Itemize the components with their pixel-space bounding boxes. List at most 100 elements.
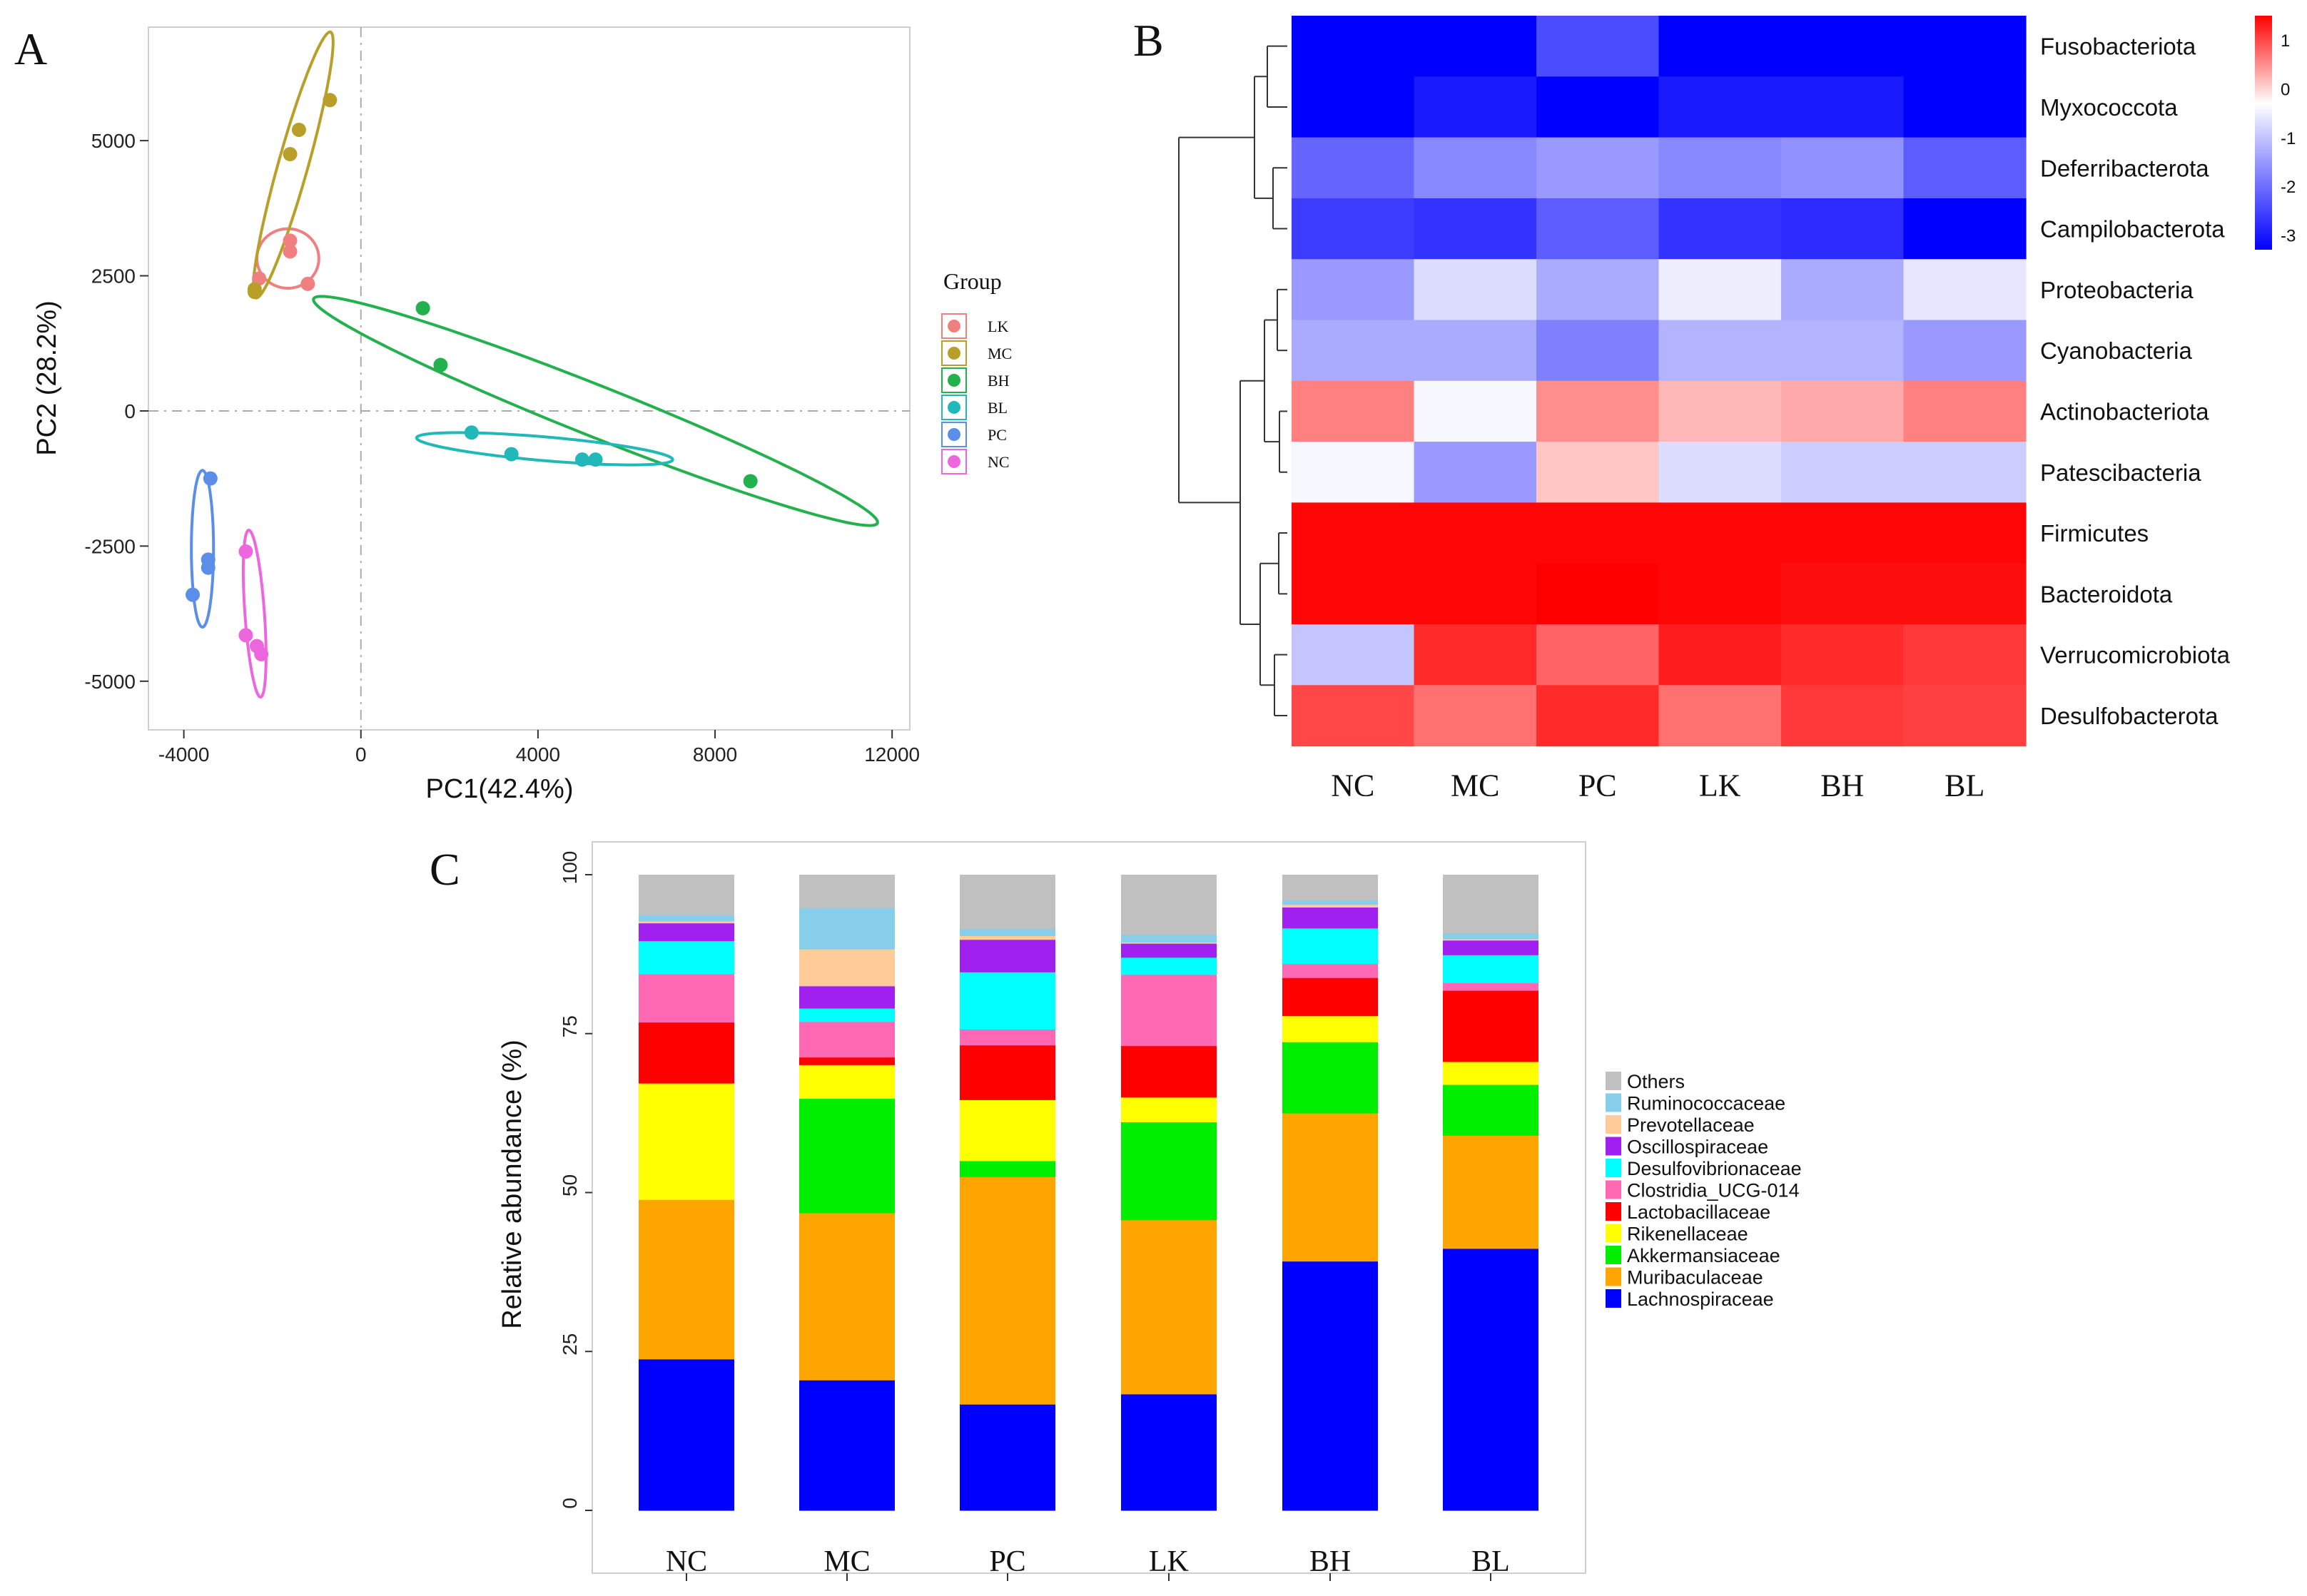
heatmap-colorbar-ticks: 1 0 -1 -2 -3 xyxy=(2281,31,2296,245)
heatmap-cell-deferribacterota-mc xyxy=(1414,137,1537,199)
heatmap-colorbar-tick-label: -2 xyxy=(2281,178,2296,197)
bar-segment-bh-desulfovibrionaceae xyxy=(1282,927,1378,965)
heatmap-cell-proteobacteria-bh xyxy=(1781,259,1905,321)
heatmap-column-label: MC xyxy=(1451,768,1499,803)
heatmap-cell-firmicutes-nc xyxy=(1292,502,1415,564)
heatmap-cell-campilobacterota-nc xyxy=(1292,198,1415,260)
heatmap-cell-proteobacteria-nc xyxy=(1292,259,1415,321)
heatmap-cell-cyanobacteria-pc xyxy=(1536,320,1660,382)
bar-segment-mc-desulfovibrionaceae xyxy=(799,1008,895,1022)
panel-letter-a: A xyxy=(14,24,47,74)
pca-legend-dot-lk xyxy=(948,320,960,332)
heatmap-cell-myxococcota-mc xyxy=(1414,76,1537,138)
bar-segment-lk-desulfovibrionaceae xyxy=(1121,957,1217,975)
bar-y-axis: 0 25 50 75 100 xyxy=(559,851,592,1511)
pca-point-mc-5 xyxy=(247,282,262,297)
heatmap-cell-firmicutes-pc xyxy=(1536,502,1660,564)
bar-segment-mc-lactobacillaceae xyxy=(799,1057,895,1065)
heatmap-cell-cyanobacteria-mc xyxy=(1414,320,1537,382)
pca-ellipse-nc xyxy=(241,529,268,699)
bar-segment-lk-lactobacillaceae xyxy=(1121,1045,1217,1098)
bar-legend-label: Clostridia_UCG-014 xyxy=(1627,1180,1800,1201)
heatmap-cell-deferribacterota-bl xyxy=(1903,137,2027,199)
bar-y-tick-label: 50 xyxy=(559,1174,581,1196)
heatmap-column-label: BL xyxy=(1945,768,1984,803)
heatmap-cell-bacteroidota-mc xyxy=(1414,563,1537,625)
heatmap-cell-cyanobacteria-bl xyxy=(1903,320,2027,382)
heatmap-cell-campilobacterota-bl xyxy=(1903,198,2027,260)
pca-point-nc-1 xyxy=(238,544,253,559)
bar-segment-bh-ruminococcaceae xyxy=(1282,900,1378,905)
heatmap-row-label: Proteobacteria xyxy=(2040,277,2194,303)
pca-panel: A -4000 0 4000 8000 12000 -5000 -2500 0 2500 500… xyxy=(14,24,1012,804)
heatmap-row-label: Desulfobacterota xyxy=(2040,703,2219,729)
bar-segment-nc-clostridia_ucg-014 xyxy=(639,974,734,1023)
pca-legend-title: Group xyxy=(943,268,1002,294)
bar-segment-lk-ruminococcaceae xyxy=(1121,934,1217,942)
heatmap-cell-fusobacteriota-bl xyxy=(1903,16,2027,77)
bar-legend-label: Oscillospiraceae xyxy=(1627,1137,1768,1158)
panel-letter-b: B xyxy=(1133,15,1164,66)
heatmap-cell-verrucomicrobiota-bh xyxy=(1781,624,1905,686)
bar-x-tick-label: MC xyxy=(823,1545,870,1578)
pca-y-tick-label: 2500 xyxy=(91,265,136,288)
heatmap-row-labels: Fusobacteriota Myxococcota Deferribacterot… xyxy=(2040,34,2231,729)
bar-y-tick-label: 0 xyxy=(559,1498,581,1509)
bar-legend-swatch-lachnospiraceae xyxy=(1606,1289,1621,1308)
heatmap-cell-deferribacterota-pc xyxy=(1536,137,1660,199)
bar-segment-bh-akkermansiaceae xyxy=(1282,1042,1378,1114)
heatmap-row-dendrogram xyxy=(1178,45,1287,716)
bar-segment-bh-clostridia_ucg-014 xyxy=(1282,963,1378,978)
bar-legend-swatch-ruminococcaceae xyxy=(1606,1093,1621,1112)
heatmap-cell-actinobacteriota-nc xyxy=(1292,380,1415,442)
heatmap-cell-desulfobacterota-lk xyxy=(1658,685,1782,747)
bar-segment-mc-prevotellaceae xyxy=(799,949,895,987)
pca-legend-dot-bl xyxy=(948,401,960,414)
bar-legend-label: Rikenellaceae xyxy=(1627,1224,1748,1245)
heatmap-colorbar-tick-label: 1 xyxy=(2281,31,2290,51)
heatmap-row-label: Verrucomicrobiota xyxy=(2040,642,2231,669)
heatmap-cell-patescibacteria-nc xyxy=(1292,442,1415,503)
bar-segment-lk-muribaculaceae xyxy=(1121,1219,1217,1395)
pca-legend-dot-bh xyxy=(948,374,960,387)
bar-segment-bh-lactobacillaceae xyxy=(1282,977,1378,1017)
pca-legend-label: MC xyxy=(988,345,1012,362)
pca-point-mc-1 xyxy=(323,93,338,108)
panel-letter-c: C xyxy=(430,844,460,895)
pca-legend: LK MC BH BL PC NC xyxy=(941,313,1012,474)
bar-segment-lk-rikenellaceae xyxy=(1121,1097,1217,1122)
pca-legend-label: LK xyxy=(988,317,1008,335)
heatmap-cell-patescibacteria-pc xyxy=(1536,442,1660,503)
pca-legend-key-mc xyxy=(941,340,967,366)
heatmap-cell-desulfobacterota-mc xyxy=(1414,685,1537,747)
heatmap-cell-fusobacteriota-pc xyxy=(1536,16,1660,77)
heatmap-cell-deferribacterota-nc xyxy=(1292,137,1415,199)
heatmap-cell-actinobacteriota-lk xyxy=(1658,380,1782,442)
heatmap-cell-verrucomicrobiota-lk xyxy=(1658,624,1782,686)
heatmap-row-label: Cyanobacteria xyxy=(2040,337,2192,364)
bar-segment-bl-rikenellaceae xyxy=(1443,1062,1538,1085)
bar-legend-label: Prevotellaceae xyxy=(1627,1114,1755,1136)
bar-segment-mc-others xyxy=(799,875,895,908)
pca-legend-label: BL xyxy=(988,399,1008,417)
bar-segment-mc-oscillospiraceae xyxy=(799,985,895,1009)
heatmap-cell-firmicutes-bl xyxy=(1903,502,2027,564)
bar-segment-pc-rikenellaceae xyxy=(960,1099,1055,1162)
pca-plot-area xyxy=(148,26,911,731)
heatmap-cell-campilobacterota-bh xyxy=(1781,198,1905,260)
bar-segment-pc-akkermansiaceae xyxy=(960,1161,1055,1177)
heatmap-cell-myxococcota-pc xyxy=(1536,76,1660,138)
bar-plot-area xyxy=(592,841,1586,1574)
bar-legend-swatch-clostridia_ucg-014 xyxy=(1606,1180,1621,1199)
heatmap-cell-fusobacteriota-bh xyxy=(1781,16,1905,77)
pca-legend-dot-pc xyxy=(948,428,960,441)
heatmap-cell-actinobacteriota-bl xyxy=(1903,380,2027,442)
bar-segment-pc-ruminococcaceae xyxy=(960,928,1055,936)
heatmap-cell-actinobacteriota-bh xyxy=(1781,380,1905,442)
heatmap-cell-patescibacteria-lk xyxy=(1658,442,1782,503)
heatmap-cells xyxy=(1292,16,2027,747)
bar-segment-bh-rikenellaceae xyxy=(1282,1015,1378,1042)
pca-point-pc-1 xyxy=(203,471,218,486)
pca-point-nc-2 xyxy=(238,628,253,643)
heatmap-colorbar xyxy=(2255,16,2272,250)
